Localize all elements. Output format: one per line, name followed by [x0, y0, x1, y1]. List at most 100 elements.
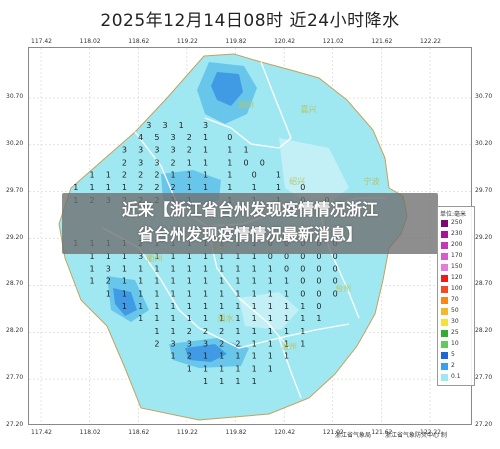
rainfall-value: 1 — [268, 264, 273, 273]
rainfall-value: 3 — [106, 264, 111, 273]
rainfall-value: 1 — [203, 290, 208, 299]
rainfall-value: 0 — [268, 252, 273, 261]
rainfall-value: 1 — [235, 252, 240, 261]
legend-swatch — [441, 242, 448, 249]
rainfall-value: 3 — [171, 133, 176, 142]
rainfall-value: 1 — [300, 314, 305, 323]
legend-swatch — [441, 330, 448, 337]
legend-row: 230 — [441, 230, 473, 239]
rainfall-value: 1 — [203, 377, 208, 386]
rainfall-value: 2 — [187, 145, 192, 154]
map-title: 2025年12月14日08时 近24小时降水 — [100, 11, 400, 31]
rainfall-value: 1 — [252, 365, 257, 374]
rainfall-value: 1 — [187, 158, 192, 167]
rainfall-value: 2 — [122, 158, 127, 167]
rainfall-value: 1 — [90, 252, 95, 261]
city-label: 丽水 — [218, 313, 234, 323]
tick-label: 119.22 — [176, 38, 198, 45]
legend-label: 150 — [451, 263, 463, 270]
rainfall-value: 1 — [252, 290, 257, 299]
rainfall-value: 1 — [171, 252, 176, 261]
rainfall-value: 0 — [316, 264, 321, 273]
rainfall-value: 1 — [235, 314, 240, 323]
legend-swatch — [441, 363, 448, 370]
city-label: 绍兴 — [289, 176, 305, 186]
legend-row: 120 — [441, 274, 473, 283]
rainfall-value: 1 — [268, 339, 273, 348]
rainfall-value: 1 — [187, 252, 192, 261]
rainfall-value: 1 — [203, 277, 208, 286]
rainfall-value: 1 — [316, 314, 321, 323]
rainfall-value: 1 — [187, 302, 192, 311]
city-label: 宁波 — [364, 176, 380, 186]
rainfall-value: 1 — [235, 352, 240, 361]
rainfall-value: 0 — [260, 158, 265, 167]
rainfall-value: 1 — [171, 327, 176, 336]
rainfall-value: 1 — [268, 290, 273, 299]
rainfall-value: 2 — [106, 277, 111, 286]
rainfall-value: 1 — [235, 365, 240, 374]
rainfall-value: 1 — [90, 171, 95, 180]
headline-line-2: 省台州发现疫情情况最新消息】 — [137, 225, 362, 244]
legend-swatch — [441, 352, 448, 359]
tick-label: 30.20 — [475, 139, 493, 147]
rainfall-value: 1 — [154, 290, 159, 299]
rainfall-value: 3 — [171, 145, 176, 154]
rainfall-value: 1 — [276, 171, 281, 180]
rainfall-value: 2 — [219, 327, 224, 336]
rainfall-value: 1 — [219, 302, 224, 311]
rainfall-value: 0 — [300, 252, 305, 261]
rainfall-value: 1 — [284, 327, 289, 336]
legend-row: 250 — [441, 219, 473, 228]
rainfall-value: 1 — [252, 302, 257, 311]
rainfall-value: 1 — [154, 252, 159, 261]
tick-label: 27.20 — [475, 421, 493, 428]
rainfall-value: 3 — [138, 252, 143, 261]
rainfall-value: 1 — [219, 252, 224, 261]
legend-title: 单位:毫米 — [440, 211, 467, 218]
rainfall-value: 0 — [333, 290, 338, 299]
rainfall-value: 3 — [162, 121, 167, 130]
rainfall-value: 1 — [90, 183, 95, 192]
rainfall-value: 1 — [122, 277, 127, 286]
tick-label: 29.20 — [475, 233, 493, 241]
rainfall-value: 1 — [235, 264, 240, 273]
rainfall-value: 1 — [154, 327, 159, 336]
tick-label: 28.20 — [475, 327, 493, 335]
tick-label: 121.62 — [371, 38, 393, 45]
rainfall-value: 1 — [203, 365, 208, 374]
rainfall-value: 1 — [300, 327, 305, 336]
rainfall-value: 3 — [154, 145, 159, 154]
city-label: 嘉兴 — [300, 104, 316, 114]
rainfall-value: 1 — [268, 352, 273, 361]
rainfall-value: 1 — [203, 252, 208, 261]
rainfall-value: 1 — [203, 183, 208, 192]
tick-label: 28.20 — [6, 327, 24, 335]
rainfall-value: 3 — [203, 121, 208, 130]
legend-label: 70 — [451, 296, 459, 303]
rainfall-value: 3 — [146, 121, 151, 130]
tick-label: 121.02 — [322, 38, 344, 45]
headline-overlay — [62, 193, 438, 254]
rainfall-value: 1 — [154, 302, 159, 311]
rainfall-value: 1 — [187, 314, 192, 323]
rainfall-value: 0 — [284, 264, 289, 273]
rainfall-value: 2 — [171, 183, 176, 192]
tick-label: 118.62 — [128, 38, 150, 45]
legend-label: 170 — [451, 252, 463, 259]
rainfall-value: 1 — [268, 365, 273, 374]
rainfall-value: 1 — [219, 314, 224, 323]
tick-label: 27.70 — [475, 374, 493, 382]
rainfall-value: 1 — [171, 352, 176, 361]
rainfall-value: 0 — [333, 252, 338, 261]
rainfall-value: 1 — [154, 277, 159, 286]
legend-label: 120 — [451, 274, 463, 281]
rainfall-value: 1 — [252, 314, 257, 323]
legend-row: 5 — [441, 351, 473, 360]
rainfall-value: 1 — [268, 277, 273, 286]
tick-label: 118.62 — [128, 429, 150, 436]
legend-label: 200 — [451, 241, 463, 248]
legend-swatch — [441, 253, 448, 260]
rainfall-value: 1 — [154, 314, 159, 323]
tick-label: 121.02 — [322, 429, 344, 436]
